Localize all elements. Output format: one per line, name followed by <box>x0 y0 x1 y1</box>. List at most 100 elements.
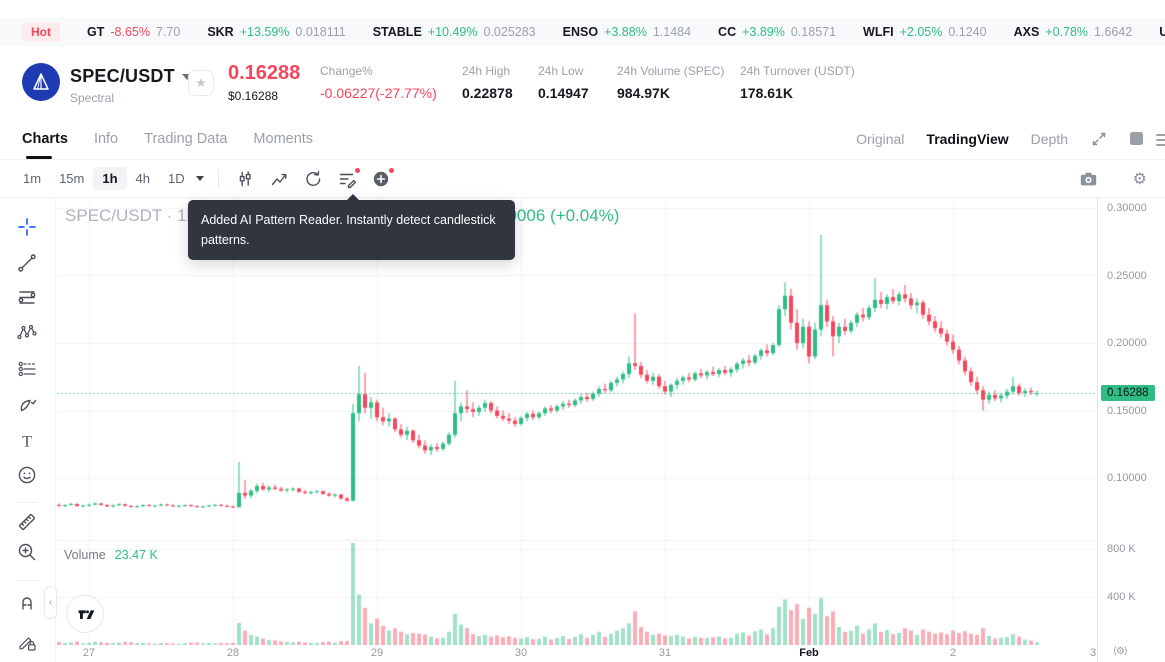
hot-tab[interactable]: Hot <box>22 22 60 42</box>
notification-dot <box>354 167 360 173</box>
timeframe-1m[interactable]: 1m <box>23 171 42 186</box>
fullscreen-expand-icon[interactable] <box>1090 130 1108 148</box>
chart-toolbar: 1m 15m 1h 4h 1D ⚙ <box>0 160 1165 198</box>
timeframe-1d[interactable]: 1D <box>168 171 185 186</box>
menu-hamburger-icon[interactable] <box>1156 131 1165 149</box>
tradingview-logo[interactable] <box>66 595 104 633</box>
ticker-item[interactable]: STABLE +10.49% 0.025283 <box>373 25 536 39</box>
crosshair-tool[interactable] <box>13 213 41 241</box>
candlestick-chart-canvas[interactable] <box>57 198 1097 645</box>
time-tick-label: 29 <box>370 647 384 659</box>
volume-label: Volume <box>64 548 106 562</box>
ticker-change: +2.05% <box>899 25 943 39</box>
timeframe-dropdown-caret[interactable] <box>195 176 204 181</box>
refresh-icon[interactable] <box>299 165 327 193</box>
ticker-price: 1.1484 <box>652 25 692 39</box>
drawing-lock-tool[interactable] <box>13 628 41 656</box>
time-tick-label: 3 <box>1089 647 1097 659</box>
ticker-change: +3.88% <box>604 25 647 39</box>
drawing-toolbar: T <box>0 198 56 662</box>
ticker-symbol: AXS <box>1013 25 1040 39</box>
ticker-item[interactable]: GT -8.65% 7.70 <box>87 25 180 39</box>
ticker-symbol: STABLE <box>372 25 422 39</box>
current-price-badge: 0.16288 <box>1101 385 1155 402</box>
text-tool[interactable]: T <box>13 427 41 455</box>
coin-logo <box>22 63 60 101</box>
time-tick-label: 28 <box>226 647 240 659</box>
price-axis[interactable]: 0.16288 0.30000 0.25000 0.20000 0.15000 0.10… <box>1097 198 1165 662</box>
nav-tabs-row: Charts Info Trading Data Moments Origina… <box>0 118 1165 160</box>
stat-24h-volume: 24h Volume (SPEC) 984.97K <box>617 64 725 101</box>
ticker-item[interactable]: SKR +13.59% 0.018111 <box>207 25 345 39</box>
emoji-tool[interactable] <box>13 461 41 489</box>
ticker-price: 0.18571 <box>790 25 837 39</box>
ticker-symbol: WLFI <box>863 25 894 39</box>
camera-snapshot-icon[interactable] <box>1075 165 1103 193</box>
time-tick-label: 27 <box>82 647 96 659</box>
xabcd-pattern-tool[interactable] <box>13 319 41 347</box>
volume-tick-label: 400 K <box>1107 591 1136 603</box>
ticker-item[interactable]: AXS +0.78% 1.6642 <box>1014 25 1133 39</box>
ticker-bar: Hot GT -8.65% 7.70 SKR +13.59% 0.018111 STAB… <box>0 18 1165 46</box>
timeframe-15m[interactable]: 15m <box>59 171 85 186</box>
ai-pattern-reader-icon[interactable] <box>333 165 361 193</box>
stat-24h-high: 24h High 0.22878 <box>462 64 513 101</box>
chart-style-icon[interactable] <box>231 165 259 193</box>
stat-24h-turnover: 24h Turnover (USDT) 178.61K <box>740 64 855 101</box>
ticker-price: 0.1240 <box>948 25 987 39</box>
time-tick-label: Feb <box>799 647 819 659</box>
ticker-change: -8.65% <box>110 25 150 39</box>
time-axis-settings-icon[interactable]: ⟨⚙⟩ <box>1113 646 1128 657</box>
indicators-icon[interactable] <box>265 165 293 193</box>
price-tick-label: 0.30000 <box>1107 202 1147 214</box>
tab-info[interactable]: Info <box>93 130 119 147</box>
change-value: -0.06227(-27.77%) <box>320 85 437 101</box>
ticker-item[interactable]: CC +3.89% 0.18571 <box>718 25 836 39</box>
position-tool[interactable] <box>13 355 41 383</box>
price-tick-label: 0.10000 <box>1107 472 1147 484</box>
volume-tick-label: 800 K <box>1107 543 1136 555</box>
ticker-symbol: GT <box>87 25 105 39</box>
ticker-item[interactable]: ENSO +3.88% 1.1484 <box>563 25 691 39</box>
view-depth[interactable]: Depth <box>1030 130 1068 147</box>
ticker-price: 0.018111 <box>295 25 346 39</box>
brush-tool[interactable] <box>13 391 41 419</box>
ruler-tool[interactable] <box>13 508 41 536</box>
tab-charts[interactable]: Charts <box>22 118 68 159</box>
tab-moments[interactable]: Moments <box>253 130 314 147</box>
layout-square-icon[interactable] <box>1130 132 1143 145</box>
price-tick-label: 0.15000 <box>1107 404 1147 417</box>
zoom-in-tool[interactable] <box>13 538 41 566</box>
fib-retracement-tool[interactable] <box>13 284 41 312</box>
ticker-price: 0.025283 <box>483 25 536 39</box>
volume-indicator-row: Volume 23.47 K <box>64 548 158 562</box>
ticker-item[interactable]: USD1+0.09%1.0005 <box>1159 25 1165 39</box>
magnet-tool[interactable] <box>13 588 41 616</box>
time-axis[interactable]: 27 28 29 30 31 Feb 2 3 <box>57 645 1097 662</box>
favorite-star-button[interactable]: ★ <box>188 70 214 96</box>
timeframe-4h[interactable]: 4h <box>135 171 150 186</box>
ticker-symbol: USD1 <box>1159 25 1165 39</box>
add-indicator-icon[interactable] <box>367 165 395 193</box>
change-label: Change% <box>320 64 373 78</box>
settings-gear-icon[interactable]: ⚙ <box>1132 170 1147 188</box>
pair-selector[interactable]: SPEC/USDT <box>70 66 192 87</box>
pair-name: SPEC/USDT <box>70 66 175 86</box>
ticker-item[interactable]: WLFI +2.05% 0.1240 <box>863 25 987 39</box>
price-tick-label: 0.20000 <box>1107 337 1147 349</box>
last-price: 0.16288 <box>228 62 301 84</box>
notification-dot <box>388 167 394 173</box>
timeframe-1h[interactable]: 1h <box>93 167 127 190</box>
view-tradingview[interactable]: TradingView <box>926 130 1009 147</box>
toolbar-collapse-handle[interactable]: ‹ <box>44 586 57 619</box>
view-original[interactable]: Original <box>856 130 905 147</box>
trend-line-tool[interactable] <box>13 249 41 277</box>
ticker-change: +0.78% <box>1045 25 1089 39</box>
tab-trading-data[interactable]: Trading Data <box>144 130 228 147</box>
ticker-symbol: ENSO <box>562 25 599 39</box>
coin-full-name: Spectral <box>70 91 115 105</box>
chart-region: T SPEC/USDT · 1h 00006 (+0.04%) Added AI… <box>0 194 1165 662</box>
chevron-down-icon <box>181 73 192 80</box>
volume-value: 23.47 K <box>114 548 158 562</box>
